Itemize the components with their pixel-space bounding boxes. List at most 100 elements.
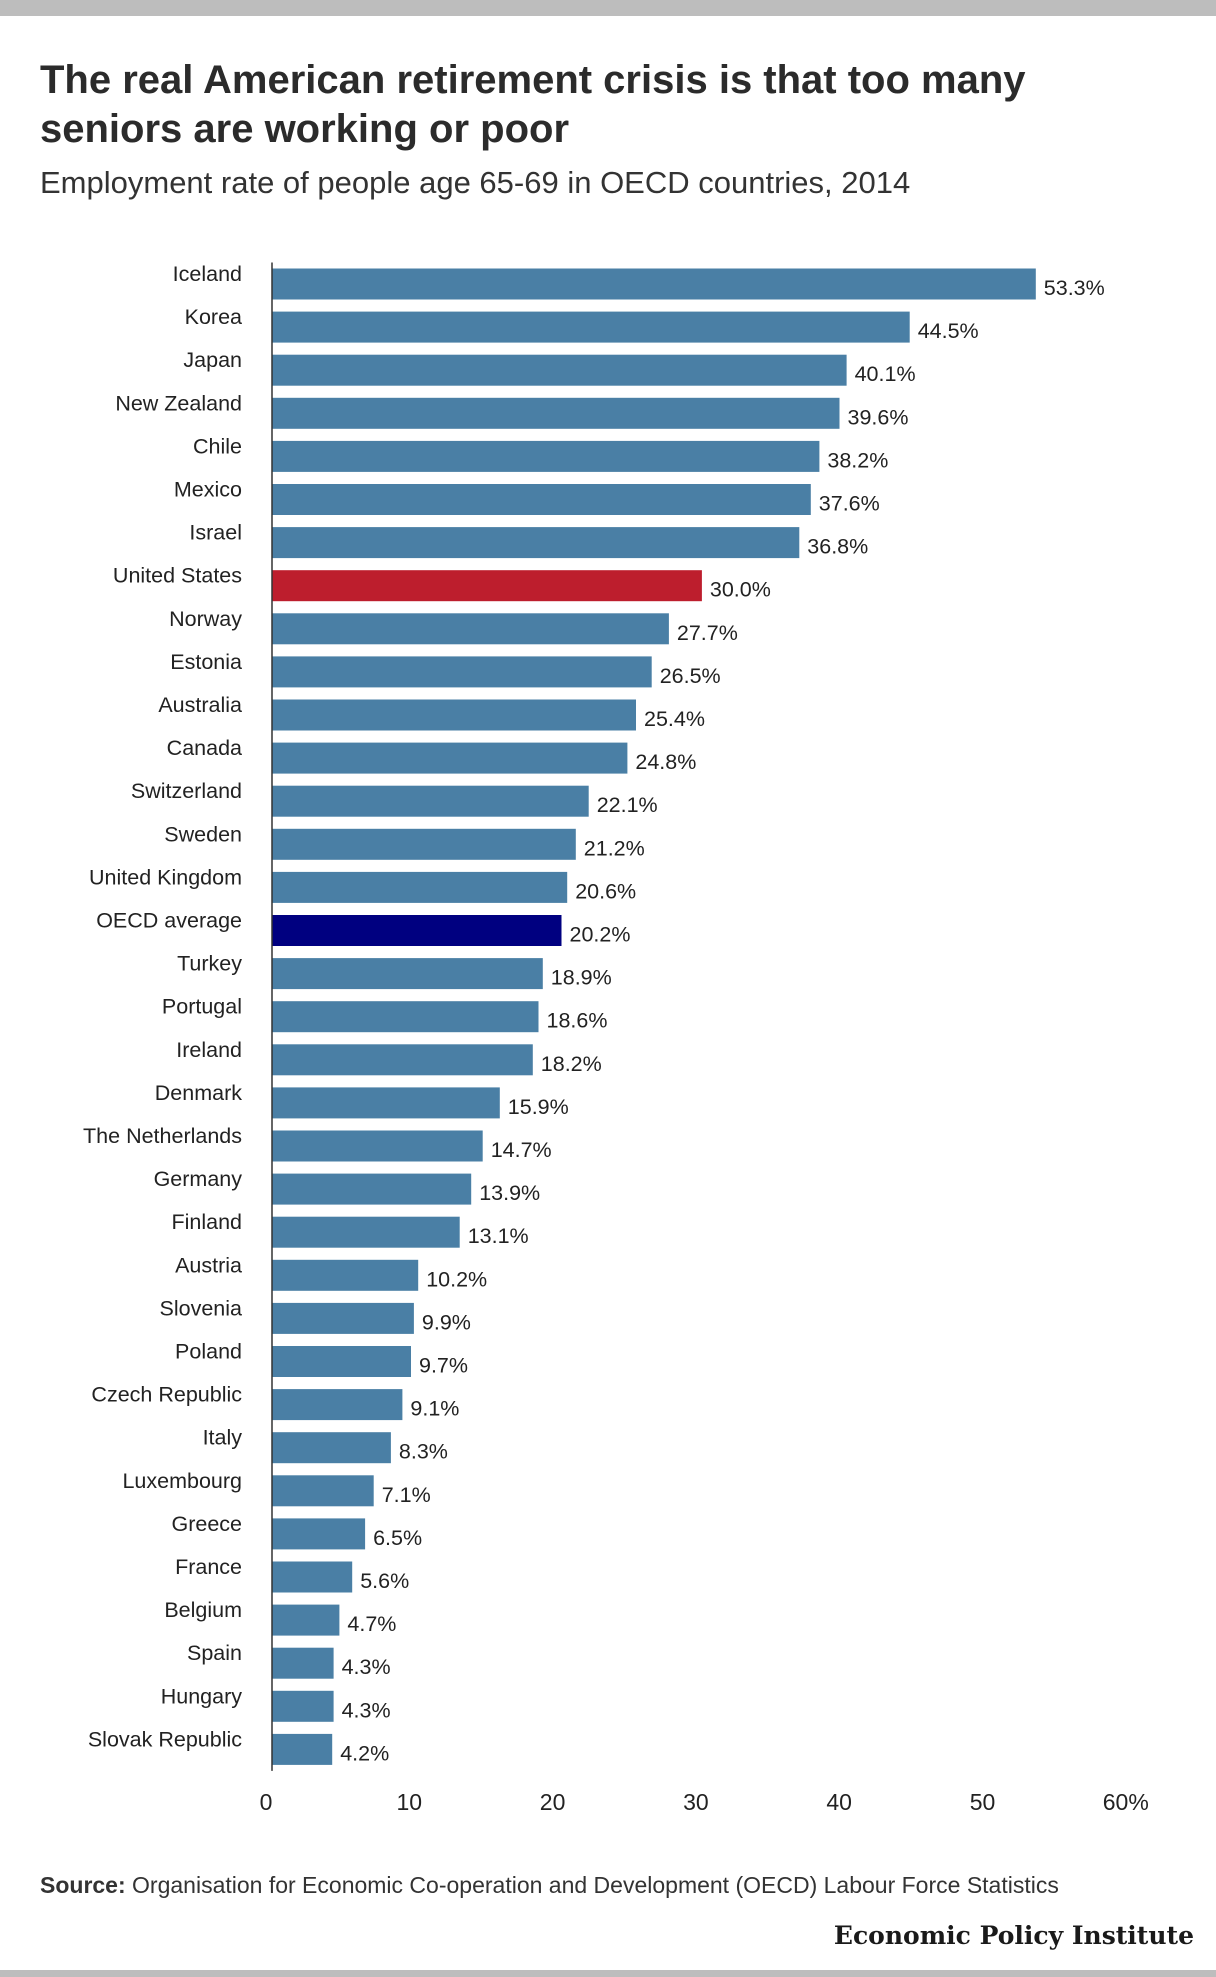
x-tick-label-40: 40 [826, 1789, 852, 1815]
category-label-austria: Austria [175, 1253, 242, 1277]
bar-italy [272, 1432, 391, 1464]
category-label-slovak-republic: Slovak Republic [88, 1727, 242, 1751]
bar-slovenia [272, 1302, 414, 1334]
category-label-united-states: United States [113, 564, 242, 588]
value-label-estonia: 26.5% [660, 664, 721, 688]
bar-iceland [272, 268, 1036, 300]
bar-luxembourg [272, 1475, 374, 1507]
source-label: Source: [40, 1872, 126, 1898]
value-label-portugal: 18.6% [547, 1009, 608, 1033]
category-label-mexico: Mexico [174, 478, 242, 502]
bar-norway [272, 613, 669, 645]
value-label-chile: 38.2% [827, 448, 888, 472]
value-label-mexico: 37.6% [819, 492, 880, 516]
category-label-estonia: Estonia [170, 650, 242, 674]
category-label-italy: Italy [203, 1426, 243, 1450]
value-label-canada: 24.8% [635, 750, 696, 774]
bar-turkey [272, 958, 543, 990]
bar-ireland [272, 1044, 533, 1076]
x-tick-label-20: 20 [540, 1789, 566, 1815]
value-label-france: 5.6% [360, 1569, 409, 1593]
category-label-poland: Poland [175, 1340, 242, 1364]
category-label-turkey: Turkey [177, 952, 242, 976]
category-label-spain: Spain [187, 1641, 242, 1665]
value-label-israel: 36.8% [807, 535, 868, 559]
bars-group: Iceland 53.3% Korea 44.5% Japan 40.1% New Zeal… [83, 262, 1105, 1765]
category-label-sweden: Sweden [164, 822, 242, 846]
category-label-denmark: Denmark [155, 1081, 242, 1105]
x-axis-ticks: 0 10 20 30 40 50 60% [260, 1789, 1149, 1815]
bar-chile [272, 440, 820, 472]
source-text: Organisation for Economic Co-operation a… [132, 1872, 1059, 1898]
category-label-iceland: Iceland [173, 262, 242, 286]
value-label-italy: 8.3% [399, 1440, 448, 1464]
value-label-turkey: 18.9% [551, 966, 612, 990]
value-label-united-states: 30.0% [710, 578, 771, 602]
category-label-portugal: Portugal [162, 995, 242, 1019]
bar-chart: Iceland 53.3% Korea 44.5% Japan 40.1% New Zeal… [83, 262, 1149, 1815]
category-label-greece: Greece [171, 1512, 242, 1536]
bar-korea [272, 311, 910, 343]
value-label-germany: 13.9% [479, 1181, 540, 1205]
bar-united-states [272, 570, 702, 602]
category-label-australia: Australia [158, 693, 242, 717]
bar-france [272, 1561, 353, 1593]
category-label-luxembourg: Luxembourg [122, 1469, 242, 1493]
bar-hungary [272, 1690, 334, 1722]
bar-oecd-average [272, 915, 562, 946]
chart-subtitle: Employment rate of people age 65-69 in O… [40, 165, 911, 200]
x-tick-label-30: 30 [683, 1789, 709, 1815]
value-label-iceland: 53.3% [1044, 276, 1105, 300]
value-label-czech-republic: 9.1% [410, 1397, 459, 1421]
value-label-united-kingdom: 20.6% [575, 879, 636, 903]
value-label-japan: 40.1% [855, 362, 916, 386]
category-label-chile: Chile [193, 434, 242, 458]
category-label-united-kingdom: United Kingdom [89, 865, 242, 889]
bar-australia [272, 699, 636, 731]
x-tick-label-50: 50 [970, 1789, 996, 1815]
value-label-slovak-republic: 4.2% [340, 1741, 389, 1765]
value-label-oecd-average: 20.2% [570, 923, 631, 947]
top-border-bar [0, 0, 1216, 16]
value-label-greece: 6.5% [373, 1526, 422, 1550]
bar-czech-republic [272, 1389, 403, 1421]
value-label-hungary: 4.3% [342, 1698, 391, 1722]
value-label-finland: 13.1% [468, 1224, 529, 1248]
x-tick-label-60: 60% [1103, 1789, 1149, 1815]
bar-denmark [272, 1087, 500, 1119]
value-label-the-netherlands: 14.7% [491, 1138, 552, 1162]
value-label-sweden: 21.2% [584, 836, 645, 860]
bar-the-netherlands [272, 1130, 483, 1162]
category-label-ireland: Ireland [176, 1038, 242, 1062]
bar-poland [272, 1346, 411, 1377]
category-label-slovenia: Slovenia [160, 1296, 243, 1320]
bar-new-zealand [272, 397, 840, 429]
value-label-luxembourg: 7.1% [382, 1483, 431, 1507]
category-label-czech-republic: Czech Republic [91, 1383, 242, 1407]
category-label-israel: Israel [189, 521, 242, 545]
bar-switzerland [272, 785, 589, 817]
bar-united-kingdom [272, 871, 568, 903]
category-label-japan: Japan [183, 348, 242, 372]
category-label-korea: Korea [185, 305, 242, 329]
category-label-germany: Germany [154, 1167, 243, 1191]
bar-canada [272, 742, 628, 774]
category-label-finland: Finland [171, 1210, 242, 1234]
category-label-the-netherlands: The Netherlands [83, 1124, 242, 1148]
bar-estonia [272, 656, 652, 688]
category-label-hungary: Hungary [161, 1684, 243, 1708]
value-label-korea: 44.5% [918, 319, 979, 343]
category-label-oecd-average: OECD average [96, 909, 242, 933]
value-label-new-zealand: 39.6% [848, 405, 909, 429]
bar-israel [272, 527, 800, 559]
bottom-border-bar [0, 1970, 1216, 1977]
bar-austria [272, 1259, 419, 1291]
value-label-poland: 9.7% [419, 1354, 468, 1378]
x-tick-label-10: 10 [397, 1789, 423, 1815]
bar-spain [272, 1647, 334, 1679]
bar-slovak-republic [272, 1733, 333, 1765]
value-label-ireland: 18.2% [541, 1052, 602, 1076]
value-label-denmark: 15.9% [508, 1095, 569, 1119]
bar-japan [272, 354, 847, 386]
category-label-switzerland: Switzerland [131, 779, 242, 803]
